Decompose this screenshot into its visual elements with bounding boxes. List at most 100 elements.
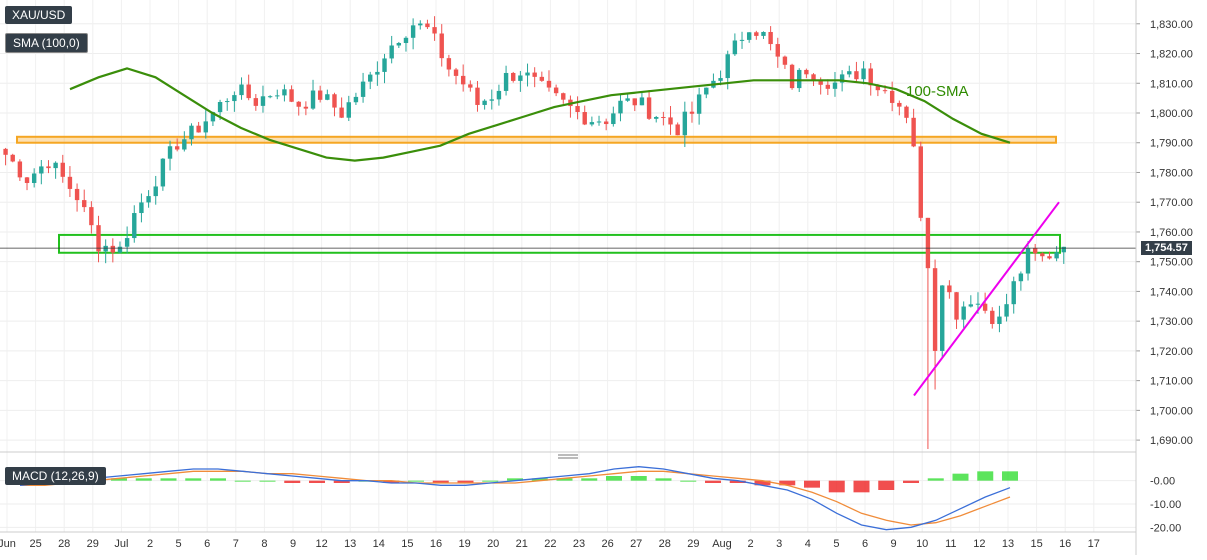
candle bbox=[546, 70, 552, 92]
candle-body bbox=[503, 72, 509, 91]
candle-body bbox=[468, 84, 473, 88]
candle-body bbox=[775, 44, 780, 57]
candle-body bbox=[854, 71, 859, 80]
candle bbox=[310, 79, 316, 110]
candle bbox=[196, 121, 201, 133]
candle-body bbox=[74, 188, 80, 201]
candle bbox=[1018, 271, 1024, 291]
candle-body bbox=[868, 68, 873, 86]
candle bbox=[539, 71, 545, 82]
candle bbox=[754, 30, 759, 40]
candle-body bbox=[689, 111, 695, 114]
candle bbox=[167, 140, 173, 171]
macd-histogram-bar bbox=[408, 480, 424, 482]
macd-histogram-bar bbox=[210, 478, 226, 481]
candle-body bbox=[818, 81, 823, 85]
time-tick-label: 19 bbox=[458, 538, 470, 550]
candle-body bbox=[725, 54, 730, 79]
candle bbox=[82, 189, 87, 213]
time-tick-label: 6 bbox=[204, 538, 210, 550]
candle-body bbox=[1047, 256, 1052, 259]
candle-body bbox=[489, 99, 494, 101]
sma-100-label: 100-SMA bbox=[906, 83, 969, 100]
candle-body bbox=[589, 122, 595, 125]
candle-body bbox=[425, 23, 430, 28]
candle bbox=[382, 53, 387, 84]
time-tick-label: 10 bbox=[916, 538, 928, 550]
candle bbox=[346, 95, 351, 122]
candle bbox=[1011, 276, 1016, 314]
candle bbox=[704, 87, 709, 99]
candle bbox=[904, 105, 909, 124]
candle bbox=[1040, 252, 1045, 262]
candle-body bbox=[732, 40, 738, 55]
time-tick-label: 28 bbox=[58, 538, 70, 550]
price-tick-label: 1,730.00 bbox=[1150, 316, 1193, 328]
candle-body bbox=[332, 94, 337, 108]
candle bbox=[24, 177, 30, 191]
time-tick-label: 3 bbox=[776, 538, 782, 550]
candle-body bbox=[253, 98, 259, 106]
candle-body bbox=[1032, 248, 1038, 254]
time-tick-label: 12 bbox=[973, 538, 985, 550]
time-tick-label: 6 bbox=[862, 538, 868, 550]
candle-body bbox=[897, 102, 902, 107]
candle-body bbox=[460, 75, 466, 85]
candle bbox=[632, 98, 637, 112]
macd-histogram-bar bbox=[234, 480, 251, 482]
candle bbox=[982, 292, 988, 314]
candle bbox=[746, 32, 752, 43]
macd-indicator-label[interactable]: MACD (12,26,9) bbox=[5, 467, 106, 485]
macd-histogram-bar bbox=[655, 478, 672, 481]
pane-resize-handle[interactable] bbox=[558, 454, 578, 459]
candle bbox=[854, 61, 859, 83]
candle-body bbox=[174, 146, 180, 150]
time-tick-label: 7 bbox=[233, 538, 239, 550]
candle-body bbox=[832, 82, 838, 89]
candle-body bbox=[475, 87, 480, 105]
candle bbox=[153, 175, 158, 205]
candle bbox=[3, 147, 8, 166]
candle-body bbox=[1054, 252, 1059, 259]
candle-body bbox=[482, 100, 487, 105]
candle bbox=[868, 63, 873, 96]
candle bbox=[990, 307, 995, 329]
time-tick-label: Jul bbox=[114, 538, 128, 550]
candle bbox=[482, 99, 487, 110]
candle-body bbox=[961, 306, 966, 320]
macd-histogram-bar bbox=[482, 480, 499, 482]
macd-lines bbox=[19, 466, 1011, 531]
macd-histogram-bar bbox=[754, 480, 771, 486]
macd-line bbox=[19, 466, 1011, 531]
candle-body bbox=[439, 33, 444, 59]
price-tick-label: 1,710.00 bbox=[1150, 376, 1193, 388]
candle-body bbox=[918, 146, 923, 218]
candle bbox=[460, 64, 466, 92]
candle bbox=[275, 89, 280, 100]
resistance-zone bbox=[16, 135, 1057, 144]
candle bbox=[496, 84, 502, 106]
sma-indicator-label[interactable]: SMA (100,0) bbox=[5, 33, 88, 53]
candle-body bbox=[160, 158, 166, 187]
candle bbox=[103, 239, 108, 264]
candle-body bbox=[296, 101, 301, 107]
candle-body bbox=[911, 117, 916, 147]
time-tick-label: 15 bbox=[401, 538, 413, 550]
candle bbox=[432, 16, 437, 41]
candle-body bbox=[847, 71, 852, 75]
price-tick-label: 1,690.00 bbox=[1150, 435, 1193, 447]
candle bbox=[603, 118, 609, 131]
candle-body bbox=[339, 107, 344, 118]
candle bbox=[739, 31, 745, 49]
candle-body bbox=[511, 72, 516, 81]
candle-body bbox=[611, 113, 616, 125]
candle bbox=[353, 92, 359, 105]
candle bbox=[947, 280, 952, 299]
macd-tick-label: -10.00 bbox=[1150, 499, 1181, 511]
candle bbox=[10, 153, 15, 163]
candle-body bbox=[139, 202, 144, 214]
symbol-label[interactable]: XAU/USD bbox=[5, 6, 73, 24]
candle-body bbox=[360, 81, 366, 97]
candle-body bbox=[46, 166, 51, 169]
